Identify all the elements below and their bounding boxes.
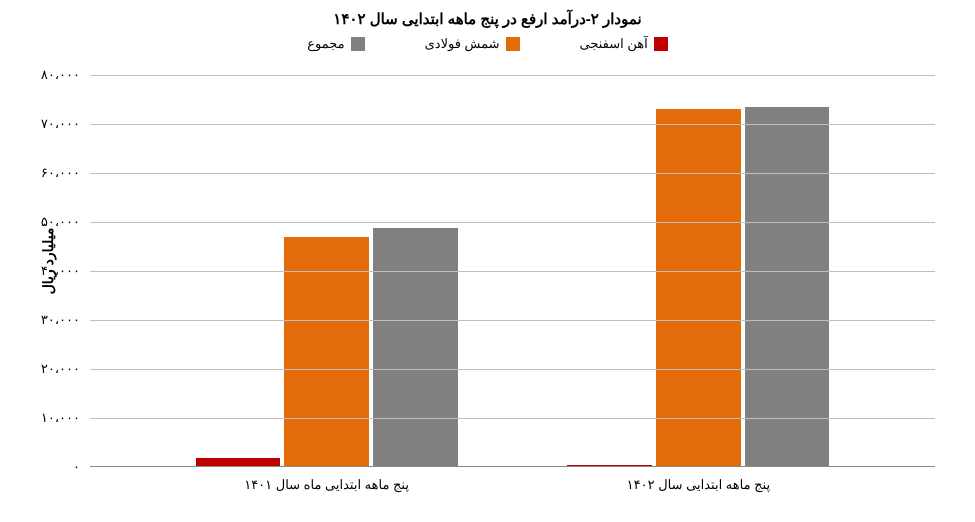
y-tick-label: ۴۰،۰۰۰ bbox=[20, 263, 80, 279]
grid-line bbox=[90, 369, 935, 370]
grid-line bbox=[90, 222, 935, 223]
legend-item-sponge-iron: آهن اسفنجی bbox=[580, 36, 668, 52]
grid-line bbox=[90, 124, 935, 125]
grid-line bbox=[90, 75, 935, 76]
legend-item-steel-billet: شمش فولادی bbox=[425, 36, 520, 52]
y-tick-label: ۷۰،۰۰۰ bbox=[20, 116, 80, 132]
grid-line bbox=[90, 320, 935, 321]
legend-label: آهن اسفنجی bbox=[580, 36, 648, 52]
legend-swatch-sponge-iron bbox=[654, 37, 668, 51]
legend-swatch-steel-billet bbox=[506, 37, 520, 51]
grid-line bbox=[90, 173, 935, 174]
x-tick-label: پنج ماهه ابتدایی سال ۱۴۰۲ bbox=[627, 477, 770, 493]
legend-item-total: مجموع bbox=[307, 36, 364, 52]
y-tick-label: ۲۰،۰۰۰ bbox=[20, 361, 80, 377]
chart-container: نمودار ۲-درآمد ارفع در پنج ماهه ابتدایی … bbox=[0, 0, 975, 522]
bar-steel_billet bbox=[656, 109, 741, 467]
chart-title: نمودار ۲-درآمد ارفع در پنج ماهه ابتدایی … bbox=[0, 0, 975, 28]
grid-line bbox=[90, 271, 935, 272]
x-tick-label: پنج ماهه ابتدایی ماه سال ۱۴۰۱ bbox=[244, 477, 409, 493]
y-axis-label: میلیارد ریال bbox=[40, 228, 57, 295]
bar-total bbox=[373, 228, 458, 467]
legend-label: مجموع bbox=[307, 36, 344, 52]
grid-line bbox=[90, 418, 935, 419]
baseline bbox=[90, 466, 935, 467]
legend-label: شمش فولادی bbox=[425, 36, 500, 52]
legend-swatch-total bbox=[351, 37, 365, 51]
y-tick-label: ۶۰،۰۰۰ bbox=[20, 165, 80, 181]
y-tick-label: ۳۰،۰۰۰ bbox=[20, 312, 80, 328]
y-tick-label: ۸۰،۰۰۰ bbox=[20, 67, 80, 83]
plot-area: ۰۱۰،۰۰۰۲۰،۰۰۰۳۰،۰۰۰۴۰،۰۰۰۵۰،۰۰۰۶۰،۰۰۰۷۰،… bbox=[90, 75, 935, 467]
y-tick-label: ۰ bbox=[20, 459, 80, 475]
bar-total bbox=[745, 107, 830, 467]
y-tick-label: ۱۰،۰۰۰ bbox=[20, 410, 80, 426]
legend: آهن اسفنجی شمش فولادی مجموع bbox=[0, 28, 975, 56]
y-tick-label: ۵۰،۰۰۰ bbox=[20, 214, 80, 230]
